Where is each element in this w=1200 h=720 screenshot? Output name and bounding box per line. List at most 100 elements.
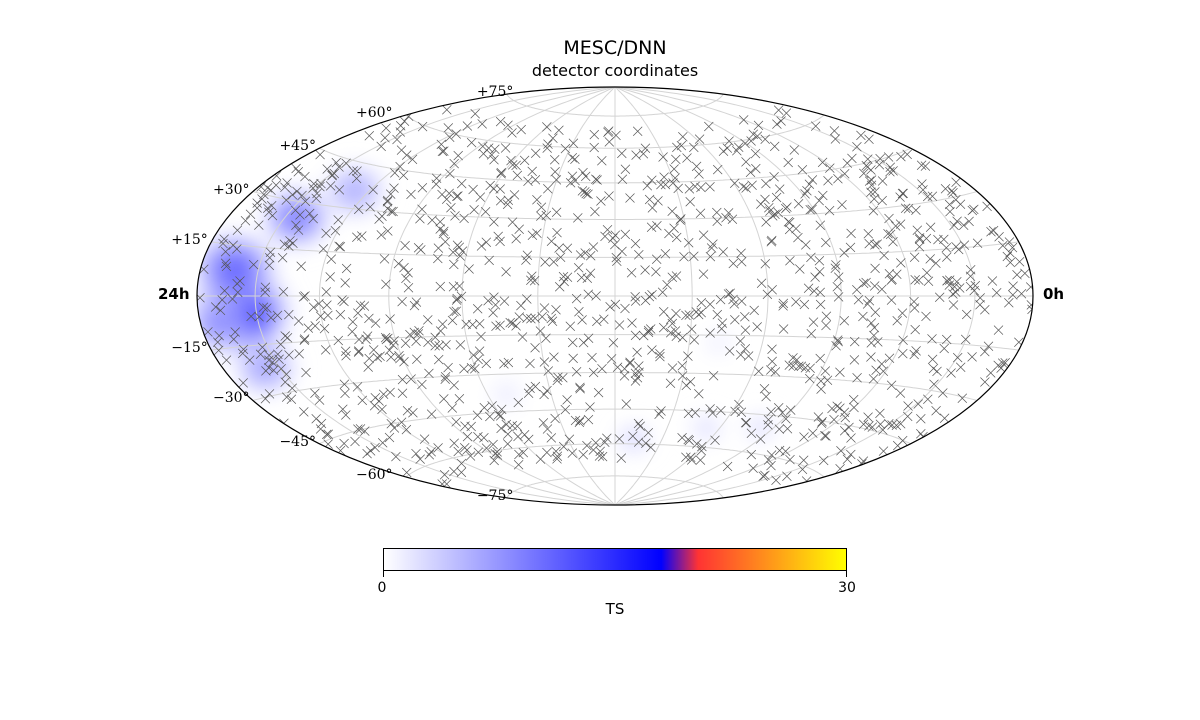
event-marker xyxy=(495,116,506,127)
event-marker xyxy=(214,330,224,341)
event-marker xyxy=(634,249,644,260)
event-marker xyxy=(888,236,898,247)
event-marker xyxy=(705,251,716,262)
event-marker xyxy=(325,181,336,191)
event-marker xyxy=(897,435,908,446)
event-marker xyxy=(738,115,749,125)
event-marker xyxy=(338,404,348,415)
event-marker xyxy=(542,424,553,434)
event-marker xyxy=(543,184,553,194)
event-marker xyxy=(449,380,459,391)
event-marker xyxy=(582,273,593,283)
event-marker xyxy=(898,348,908,359)
event-marker xyxy=(388,340,398,350)
event-marker xyxy=(681,452,691,463)
event-marker xyxy=(685,452,696,463)
event-marker xyxy=(875,419,886,430)
event-marker xyxy=(308,302,319,313)
event-marker xyxy=(323,429,334,440)
event-marker xyxy=(697,441,707,452)
event-marker xyxy=(734,399,744,410)
event-marker xyxy=(610,230,621,241)
dec-label: −15° xyxy=(171,340,208,357)
event-marker xyxy=(835,367,845,378)
event-marker xyxy=(806,328,817,339)
event-marker xyxy=(941,243,952,253)
event-marker xyxy=(671,308,681,319)
event-marker xyxy=(869,194,879,204)
event-marker xyxy=(858,311,868,322)
event-marker xyxy=(433,253,443,264)
event-marker xyxy=(314,395,325,405)
event-marker xyxy=(567,337,578,348)
event-marker xyxy=(564,434,575,445)
event-marker xyxy=(580,171,591,182)
event-marker xyxy=(220,258,231,269)
grid-line xyxy=(388,87,616,505)
event-marker xyxy=(662,280,672,290)
event-marker xyxy=(748,129,759,139)
event-marker xyxy=(793,198,804,209)
event-marker xyxy=(321,287,332,297)
event-marker xyxy=(783,157,793,168)
event-marker xyxy=(238,378,248,388)
event-marker xyxy=(232,225,243,236)
event-marker xyxy=(698,269,709,279)
event-marker xyxy=(942,252,952,262)
event-marker xyxy=(686,455,697,465)
dec-label: +30° xyxy=(213,181,250,198)
event-marker xyxy=(870,307,881,317)
event-marker xyxy=(517,332,528,342)
event-marker xyxy=(712,207,722,218)
event-marker xyxy=(254,220,264,230)
event-marker xyxy=(235,276,245,286)
event-marker xyxy=(337,295,347,305)
event-marker xyxy=(1000,357,1010,368)
event-marker xyxy=(353,308,363,318)
event-marker xyxy=(523,434,534,445)
event-marker xyxy=(292,186,302,197)
event-marker xyxy=(741,417,752,428)
event-marker xyxy=(873,337,883,347)
event-marker xyxy=(658,152,668,162)
event-marker xyxy=(570,415,581,426)
event-marker xyxy=(357,231,367,241)
event-marker xyxy=(554,243,564,253)
event-marker xyxy=(330,225,341,236)
event-marker xyxy=(407,154,418,165)
event-marker xyxy=(664,228,674,239)
event-marker xyxy=(318,244,329,254)
event-marker xyxy=(800,363,811,373)
event-marker xyxy=(951,242,961,252)
event-marker xyxy=(294,349,304,359)
event-marker xyxy=(921,311,931,322)
event-marker xyxy=(340,278,350,288)
event-marker xyxy=(634,367,644,378)
event-marker xyxy=(642,180,653,191)
event-marker xyxy=(397,374,408,385)
event-marker xyxy=(386,418,397,429)
event-marker xyxy=(685,377,696,387)
event-marker xyxy=(862,299,873,309)
event-marker xyxy=(437,189,447,200)
event-marker xyxy=(549,352,559,362)
event-marker xyxy=(706,243,717,253)
event-marker xyxy=(944,280,955,290)
event-marker xyxy=(476,241,487,251)
event-marker xyxy=(446,202,456,213)
event-marker xyxy=(925,254,935,264)
event-marker xyxy=(665,314,676,325)
event-marker xyxy=(352,166,362,176)
event-marker xyxy=(896,151,906,162)
event-marker xyxy=(818,190,828,201)
event-marker xyxy=(376,230,387,240)
event-marker xyxy=(589,129,600,140)
event-marker xyxy=(866,165,876,175)
event-marker xyxy=(715,294,726,305)
event-marker xyxy=(798,455,809,466)
event-marker xyxy=(299,334,310,344)
event-marker xyxy=(608,338,619,348)
event-marker xyxy=(341,158,351,168)
event-marker xyxy=(473,354,483,365)
event-marker xyxy=(314,298,324,309)
